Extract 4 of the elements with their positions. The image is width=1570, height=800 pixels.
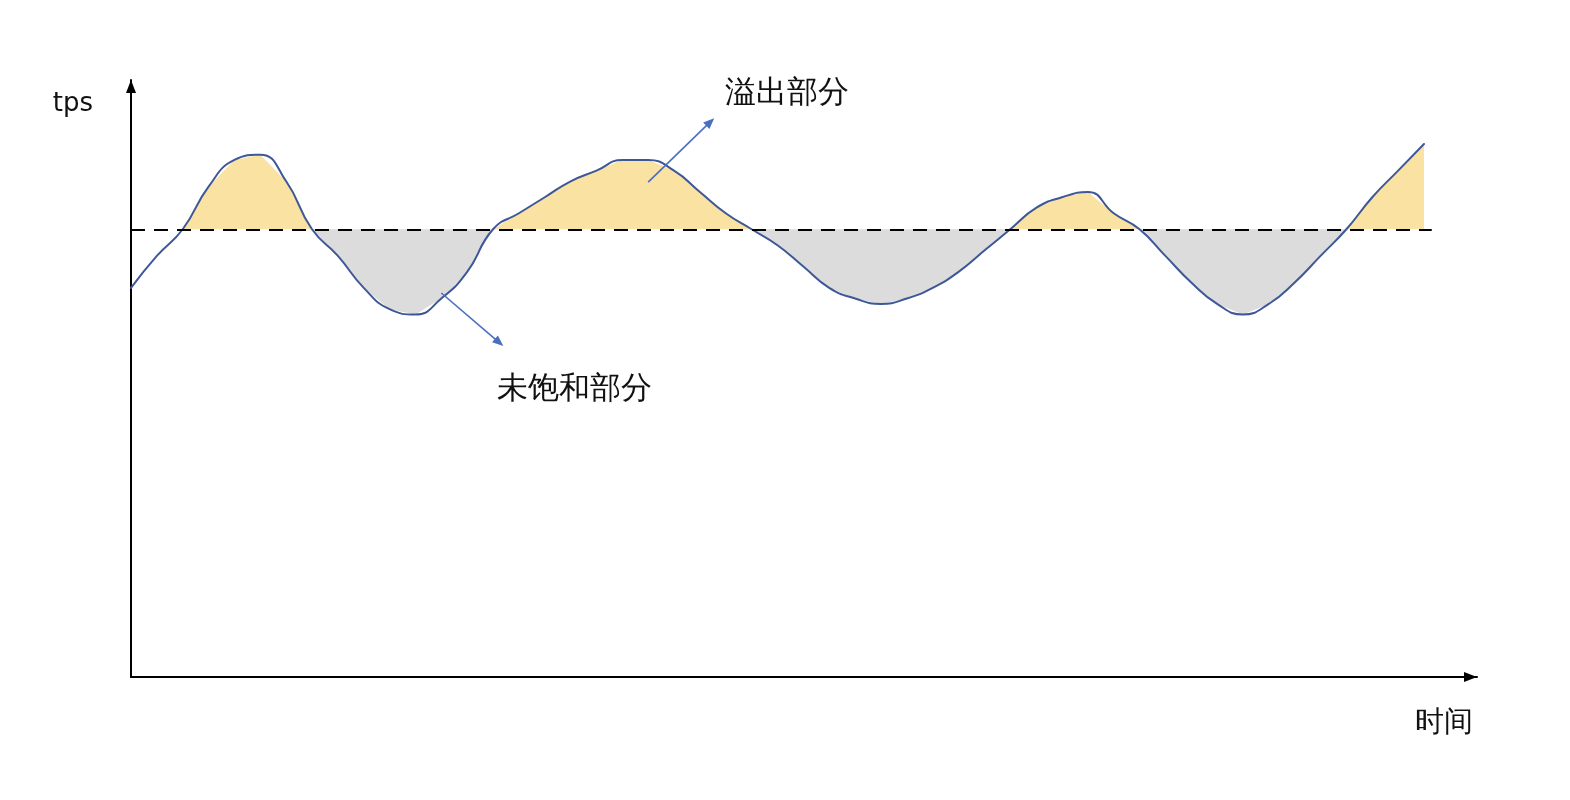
x-axis-title: 时间: [1415, 703, 1473, 738]
text: 未饱和部分: [497, 369, 653, 405]
text: 溢出部分: [725, 73, 850, 110]
y-axis-title: tps: [52, 87, 93, 117]
